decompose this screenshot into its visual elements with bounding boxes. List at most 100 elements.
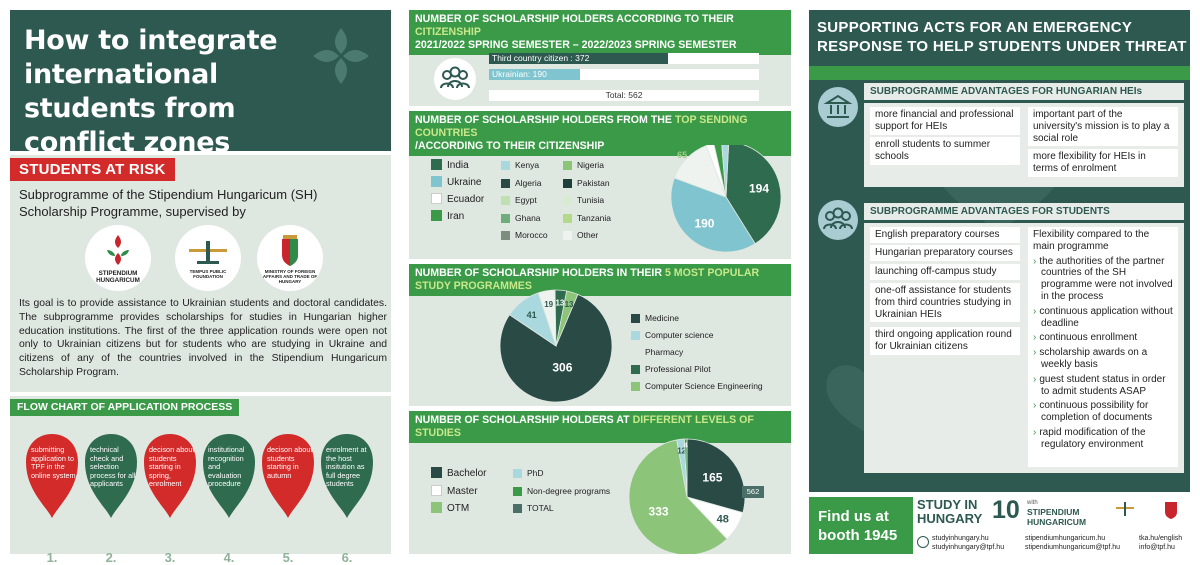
legend-swatch	[513, 504, 522, 513]
hei-advantages-heading: SUBPROGRAMME ADVANTAGES FOR HUNGARIAN HE…	[864, 83, 1184, 100]
legend-item: Algeria	[501, 177, 541, 189]
students-group-icon	[434, 58, 476, 100]
chevron-right-icon: ›	[1033, 400, 1037, 412]
flexibility-item: › continuous application without deadline	[1033, 306, 1173, 330]
legend-item: Pakistan	[563, 177, 610, 189]
flow-chart-heading: FLOW CHART OF APPLICATION PROCESS	[10, 399, 240, 416]
map-pin-shape	[144, 434, 196, 518]
level-value-label: 12	[677, 447, 686, 456]
ukrainian-label: Ukrainian: 190	[492, 69, 547, 79]
flexibility-item: › scholarship awards on a weekly basis	[1033, 347, 1173, 371]
levels-chart-panel: NUMBER OF SCHOLARSHIP HOLDERS AT DIFFERE…	[409, 411, 791, 554]
flow-step-3: decison about students starting in sprin…	[142, 432, 198, 565]
title-panel: How to integrate international students …	[10, 10, 391, 158]
legend-label: Ukraine	[447, 177, 482, 188]
legend-swatch	[631, 348, 640, 357]
legend-swatch	[631, 382, 640, 391]
legend-label: Pharmacy	[645, 347, 684, 357]
legend-swatch	[431, 159, 442, 170]
legend-item: Non-degree programs	[513, 485, 610, 497]
legend-swatch	[631, 314, 640, 323]
legend-label: India	[447, 160, 469, 171]
legend-item: Bachelor	[431, 467, 486, 480]
study-in-hungary-email[interactable]: studyinhungary@tpf.hu	[932, 544, 1005, 551]
legend-label: PhD	[527, 468, 544, 478]
country-slice-6	[721, 145, 730, 198]
students-group-icon	[818, 200, 858, 240]
title-stripe	[809, 66, 1190, 80]
legend-label: Iran	[447, 211, 465, 222]
page-title: How to integrate international students …	[24, 25, 278, 158]
level-value-label: 48	[717, 514, 729, 526]
flexibility-item: › guest student status in order to admit …	[1033, 374, 1173, 398]
legend-swatch	[513, 469, 522, 478]
stipendium-email[interactable]: stipendiumhungaricum@tpf.hu	[1025, 544, 1121, 551]
legend-item: Kenya	[501, 159, 539, 171]
third-country-bar	[489, 53, 668, 64]
citizenship-chart-panel: NUMBER OF SCHOLARSHIP HOLDERS ACCORDING …	[409, 10, 791, 106]
legend-item: Ghana	[501, 212, 541, 224]
hei-advantages-list: more financial and professional support …	[864, 103, 1184, 187]
legend-item: Iran	[431, 210, 464, 223]
flow-step-6: enrolment at the host insitution as full…	[319, 432, 375, 565]
chevron-right-icon: ›	[1033, 347, 1037, 359]
legend-item: PhD	[513, 467, 544, 479]
flow-step-number: 1.	[46, 550, 58, 565]
legend-swatch	[563, 196, 572, 205]
tempus-logo-text: TEMPUS PUBLIC FOUNDATION	[189, 269, 227, 279]
legend-item: Master	[431, 484, 478, 498]
legend-label: Non-degree programs	[527, 485, 611, 496]
flexibility-item-text: guest student status in order to admit s…	[1039, 373, 1166, 397]
study-in-hungary-web[interactable]: studyinhungary.hu	[932, 535, 989, 542]
legend-label: Pakistan	[577, 177, 610, 188]
legend-swatch	[501, 161, 510, 170]
levels-pie: 165 48 333 124	[628, 438, 746, 554]
country-value-label: 190	[694, 216, 714, 230]
level-slice-5	[683, 438, 688, 498]
legend-item: TOTAL	[513, 502, 554, 514]
programmes-chart-title: NUMBER OF SCHOLARSHIP HOLDERS IN THEIR 5…	[409, 264, 791, 296]
country-value-label: 194	[749, 181, 769, 195]
legend-swatch	[431, 502, 442, 513]
flexibility-item-text: the authorities of the partner countries…	[1039, 255, 1173, 302]
legend-item: Professional Pilot	[631, 363, 711, 375]
top-countries-pie: 19419065111110	[670, 145, 782, 253]
flexibility-item-text: continuous possibility for completion of…	[1039, 400, 1153, 424]
citizenship-chart-title: NUMBER OF SCHOLARSHIP HOLDERS ACCORDING …	[409, 10, 791, 55]
legend-item: Ukraine	[431, 176, 481, 189]
flow-step-text: submitting application to TPF in the onl…	[31, 445, 76, 480]
flow-step-text: enrolment at the host insitution as full…	[326, 445, 367, 489]
flow-step-text: technical check and selection process fo…	[90, 445, 136, 489]
programme-value-label: 13	[555, 298, 564, 307]
levels-chart-title: NUMBER OF SCHOLARSHIP HOLDERS AT DIFFERE…	[409, 411, 791, 443]
flexibility-box: Flexibility compared to the main program…	[1028, 227, 1178, 467]
legend-swatch	[431, 467, 442, 478]
flexibility-item-text: continuous application without deadline	[1039, 305, 1173, 329]
hei-advantage-2: enroll students to summer schools	[870, 137, 1020, 165]
chevron-right-icon: ›	[1033, 305, 1037, 317]
legend-label: Master	[447, 485, 478, 497]
level-slice-1	[686, 438, 746, 514]
legend-label: TOTAL	[527, 503, 554, 513]
third-country-label: Third country citizen : 372	[492, 53, 590, 63]
stipendium-web[interactable]: stipendiumhungaricum.hu	[1025, 535, 1106, 542]
legend-swatch	[631, 365, 640, 374]
tka-email[interactable]: info@tpf.hu	[1139, 544, 1175, 551]
legend-item: Morocco	[501, 229, 548, 241]
globe-icon	[917, 536, 929, 548]
flow-step-number: 3.	[164, 550, 176, 565]
legend-label: Professional Pilot	[645, 364, 711, 374]
tka-web[interactable]: tka.hu/english	[1139, 535, 1183, 542]
legend-label: Algeria	[515, 177, 542, 188]
legend-item: Nigeria	[563, 159, 604, 171]
legend-swatch	[431, 484, 442, 496]
country-value-label: 65	[677, 150, 687, 160]
flow-step-4: institutional recognition and evaluation…	[201, 432, 257, 565]
programme-value-label: 19	[544, 300, 553, 309]
programme-value-label: 306	[552, 360, 572, 374]
legend-label: Ghana	[515, 212, 541, 223]
students-at-risk-panel: STUDENTS AT RISK Subprogramme of the Sti…	[10, 155, 391, 392]
tempus-footer-logo-icon	[1116, 502, 1134, 516]
stipendium-logo-text: STIPENDIUM HUNGARICUM	[96, 270, 140, 284]
legend-label: OTM	[447, 503, 470, 514]
